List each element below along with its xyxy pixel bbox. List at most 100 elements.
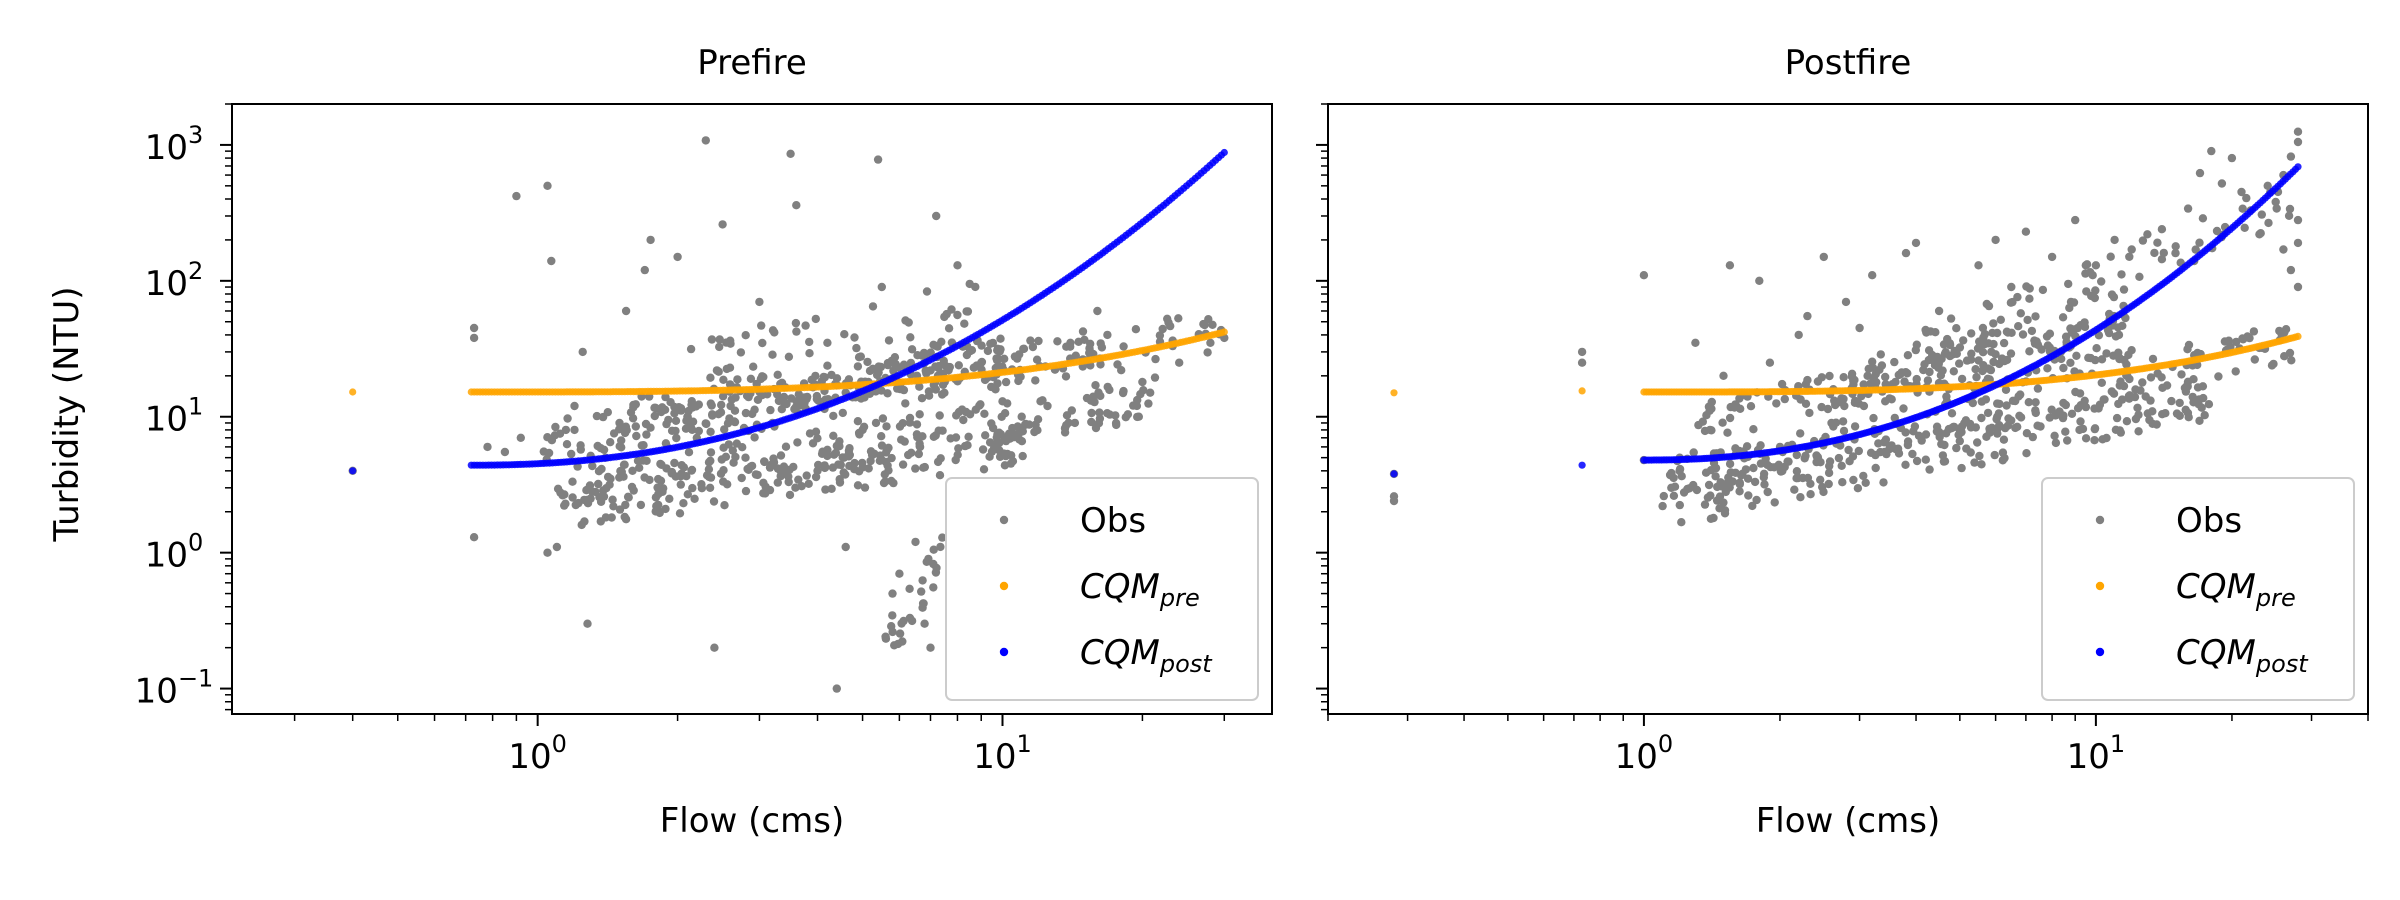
obs-point xyxy=(544,448,554,458)
obs-point xyxy=(1016,372,1025,381)
obs-point xyxy=(1859,380,1868,389)
obs-point xyxy=(1777,379,1787,389)
obs-point xyxy=(759,489,768,498)
obs-point xyxy=(2075,389,2085,398)
obs-point xyxy=(672,433,681,443)
obs-point xyxy=(786,149,795,158)
obs-point xyxy=(1138,377,1147,387)
obs-point xyxy=(715,342,724,352)
obs-point xyxy=(2038,285,2048,295)
obs-point xyxy=(1816,475,1825,484)
obs-point xyxy=(1706,491,1715,500)
obs-point xyxy=(1872,378,1881,387)
obs-point xyxy=(1850,396,1860,406)
obs-point xyxy=(1868,363,1878,372)
obs-point xyxy=(637,441,646,450)
obs-point xyxy=(717,400,726,410)
obs-point xyxy=(988,338,998,348)
obs-point xyxy=(864,464,873,473)
obs-point xyxy=(996,430,1006,439)
obs-point xyxy=(1744,491,1753,500)
obs-point xyxy=(887,622,896,631)
obs-point xyxy=(629,486,638,495)
obs-point xyxy=(1082,393,1092,403)
obs-point xyxy=(1119,342,1128,351)
obs-point xyxy=(657,407,666,417)
obs-point xyxy=(2131,414,2141,424)
obs-point xyxy=(1752,495,1761,505)
obs-point xyxy=(690,494,699,503)
obs-point xyxy=(661,392,670,402)
obs-point xyxy=(2152,420,2161,429)
obs-point xyxy=(1096,391,1105,401)
obs-point xyxy=(2002,401,2011,410)
obs-point xyxy=(1175,358,1184,367)
obs-point xyxy=(608,495,617,504)
obs-point xyxy=(1839,426,1849,436)
obs-point xyxy=(915,382,924,391)
obs-point xyxy=(1837,461,1846,470)
obs-point xyxy=(1677,518,1686,527)
obs-point xyxy=(1861,478,1870,487)
obs-point xyxy=(640,265,649,275)
obs-point xyxy=(2102,433,2111,443)
obs-point xyxy=(1977,413,1986,423)
obs-point xyxy=(500,447,510,457)
obs-point xyxy=(793,438,802,447)
obs-point xyxy=(865,366,875,376)
y-tick-label: 103 xyxy=(145,121,204,168)
obs-point xyxy=(1731,444,1740,453)
obs-point xyxy=(962,307,971,316)
obs-point xyxy=(917,587,926,596)
obs-point xyxy=(1975,337,1984,346)
obs-point xyxy=(741,408,751,418)
obs-point xyxy=(2036,422,2045,431)
obs-point xyxy=(2033,384,2043,393)
obs-point xyxy=(2031,406,2040,415)
obs-point xyxy=(792,327,801,336)
obs-point xyxy=(746,374,756,383)
obs-point xyxy=(766,405,775,415)
series-cqm-post xyxy=(349,148,1228,475)
obs-point xyxy=(899,385,909,395)
obs-point xyxy=(911,537,920,547)
obs-point xyxy=(2073,323,2082,333)
obs-point xyxy=(2031,398,2040,407)
obs-point xyxy=(1725,261,1735,270)
obs-point xyxy=(512,191,521,201)
obs-point xyxy=(890,353,900,362)
obs-point xyxy=(938,426,947,435)
legend-marker-cqm_post xyxy=(2095,647,2105,657)
obs-point xyxy=(987,382,996,392)
y-tick-label: 100 xyxy=(145,529,204,576)
obs-point xyxy=(2059,363,2068,373)
obs-point xyxy=(2293,282,2303,292)
obs-point xyxy=(686,344,696,354)
legend-label-cqm_post: CQMpost xyxy=(2176,633,2309,678)
obs-point xyxy=(1738,469,1747,478)
obs-point xyxy=(2293,137,2303,147)
obs-point xyxy=(922,287,932,296)
obs-point xyxy=(877,441,887,450)
obs-point xyxy=(853,417,863,426)
obs-point xyxy=(1928,350,1937,360)
obs-point xyxy=(791,483,800,492)
obs-point xyxy=(977,341,986,350)
obs-point xyxy=(1700,500,1710,509)
obs-point xyxy=(2214,372,2223,381)
obs-point xyxy=(651,493,661,502)
obs-point xyxy=(873,155,883,164)
obs-point xyxy=(888,611,897,620)
obs-point xyxy=(1019,344,1029,353)
obs-point xyxy=(1669,491,1679,500)
obs-point xyxy=(929,432,938,441)
obs-point xyxy=(1694,420,1703,430)
obs-point xyxy=(918,603,927,612)
obs-point xyxy=(1017,412,1026,421)
obs-point xyxy=(911,464,920,473)
obs-point xyxy=(1794,330,1803,340)
obs-point xyxy=(687,465,697,475)
obs-point xyxy=(2110,235,2119,245)
obs-point xyxy=(683,490,692,499)
obs-point xyxy=(2114,399,2123,409)
